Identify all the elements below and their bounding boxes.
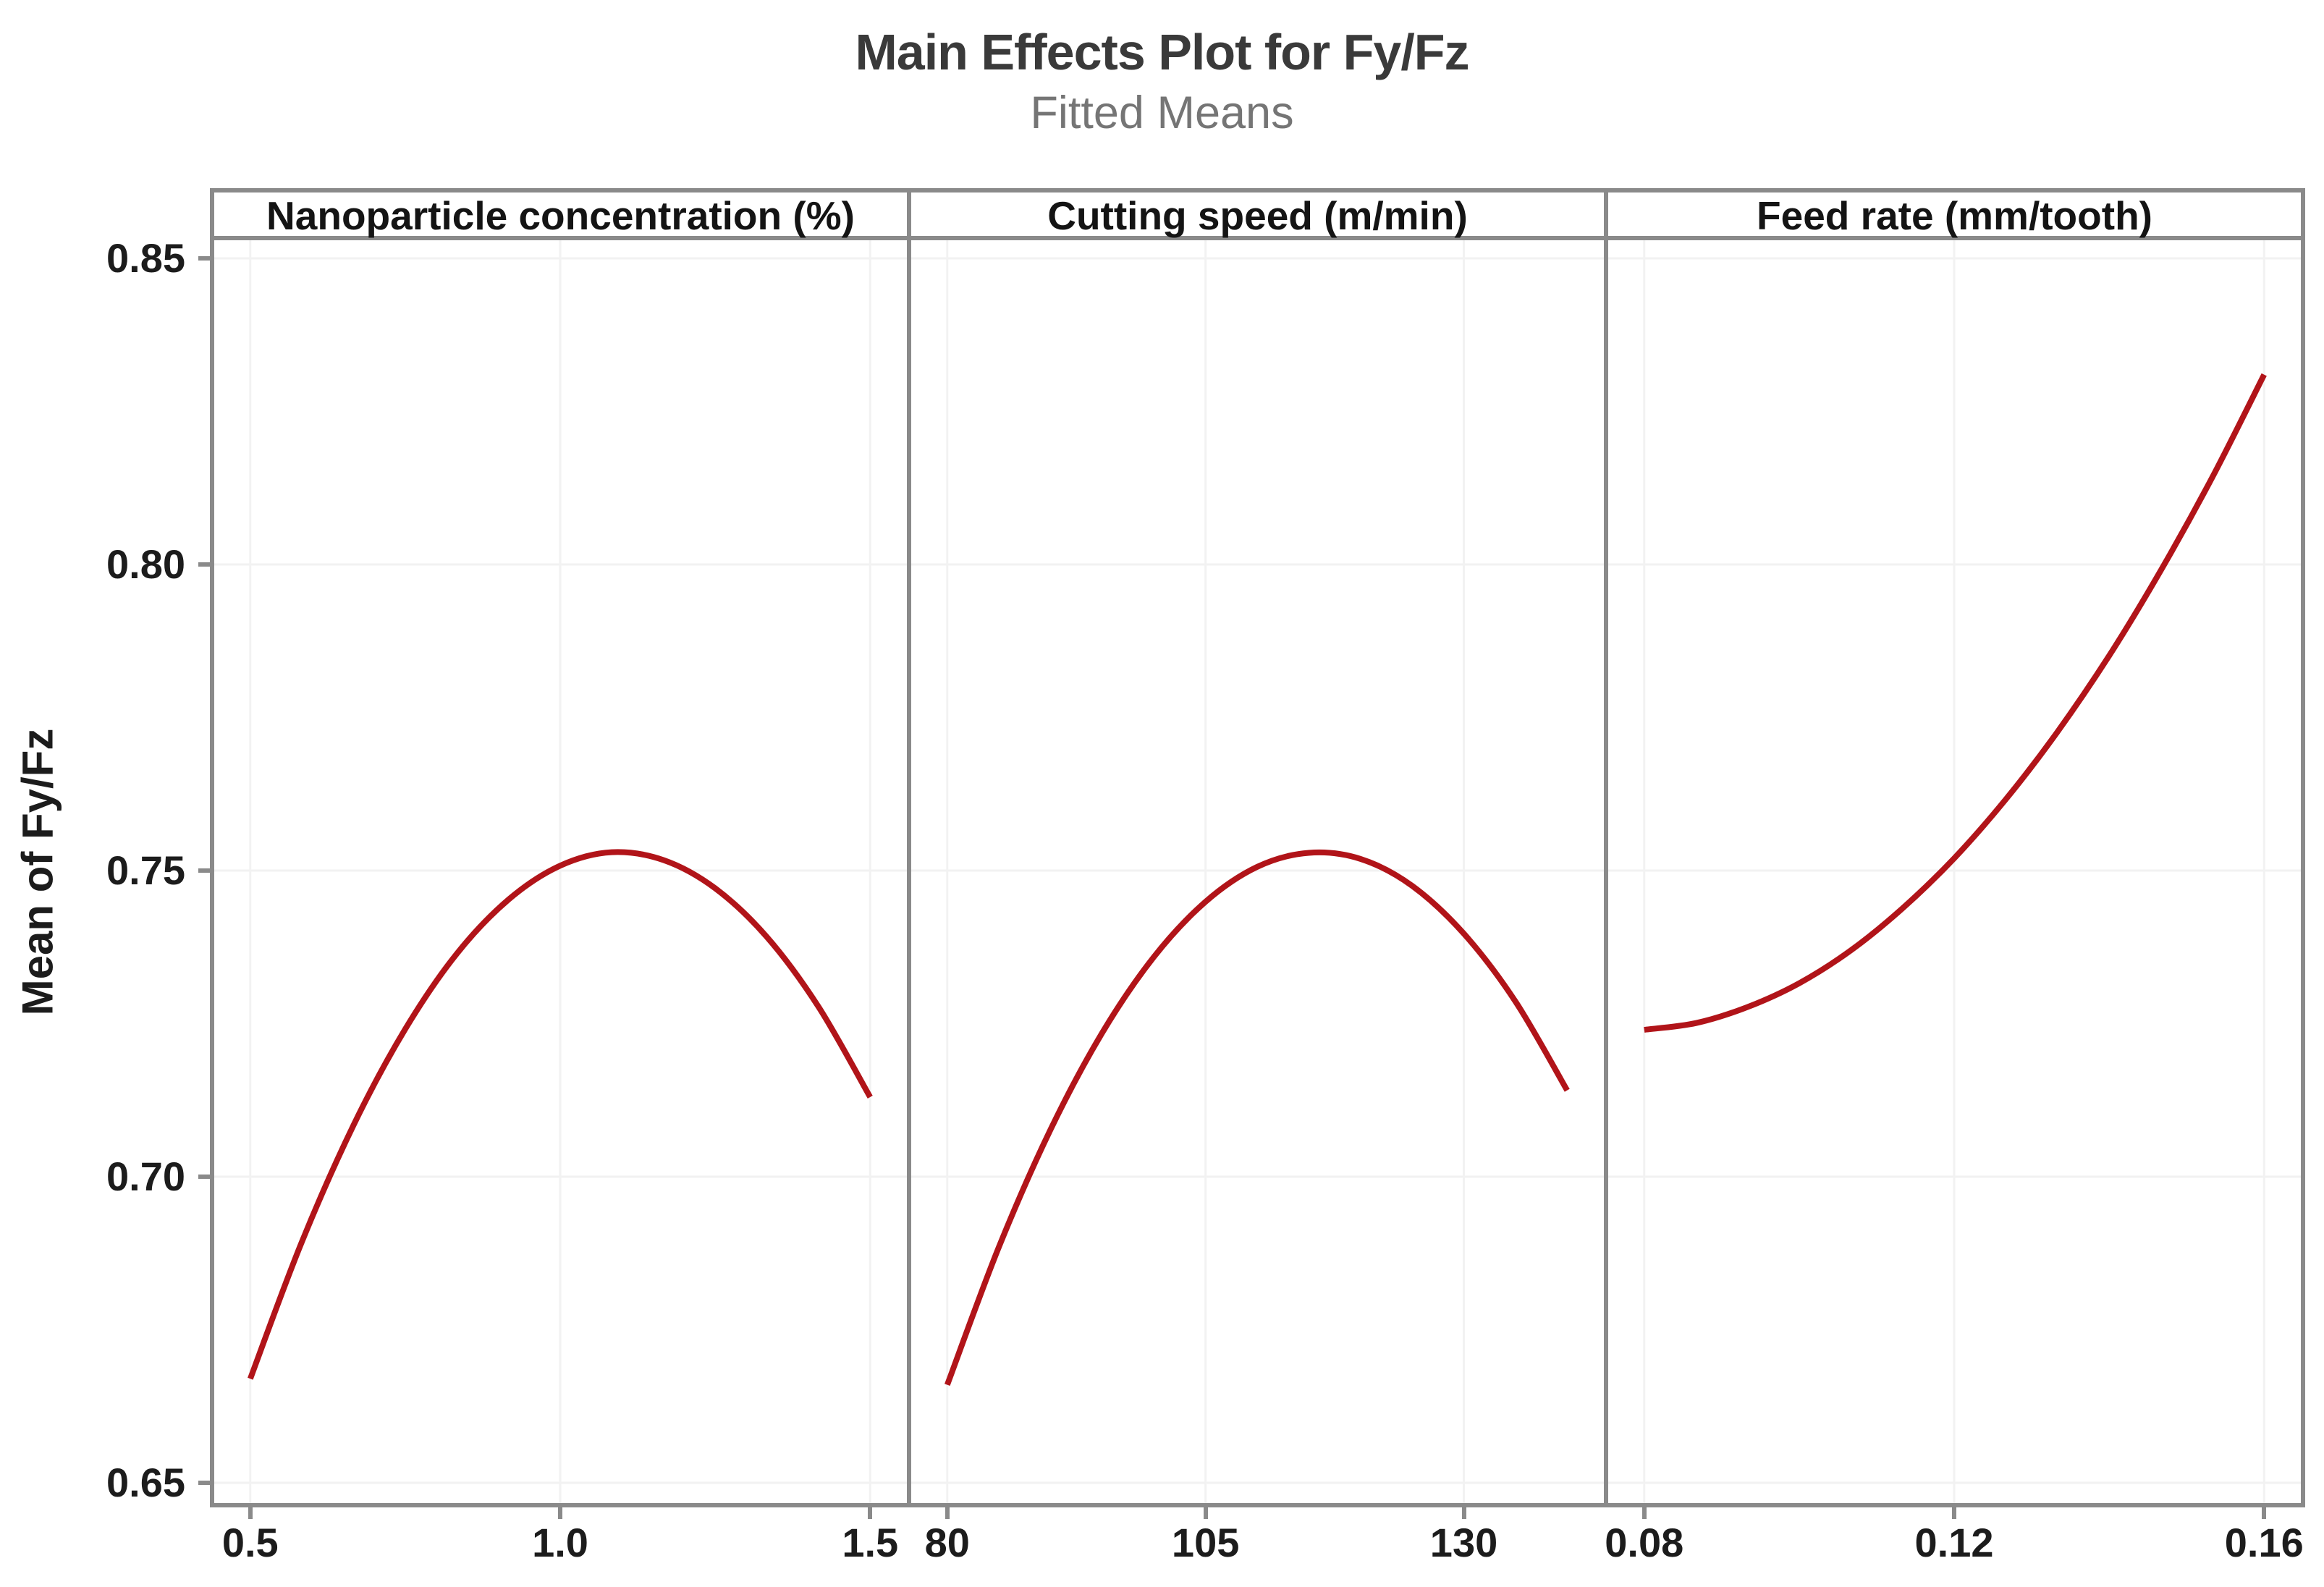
panel-column-1: Nanoparticle concentration (%) xyxy=(214,192,907,1503)
panel-column-2: Cutting speed (m/min) xyxy=(911,192,1604,1503)
panel-divider xyxy=(1604,192,1608,1503)
plot-frame: Nanoparticle concentration (%) Cutting s… xyxy=(210,188,2305,1507)
x-tick-mark xyxy=(2262,1507,2267,1519)
panel-plot-nanoparticle-concentration xyxy=(214,240,907,1503)
x-tick-label: 105 xyxy=(1171,1520,1240,1565)
y-tick-label: 0.70 xyxy=(106,1154,185,1199)
x-tick-mark xyxy=(868,1507,873,1519)
y-tick-label: 0.80 xyxy=(106,541,185,587)
fitted-means-curve xyxy=(1644,373,2267,1033)
x-tick-label: 0.12 xyxy=(1914,1520,1994,1565)
x-tick-label: 0.08 xyxy=(1605,1520,1684,1565)
fitted-means-curve xyxy=(248,849,873,1380)
y-tick-mark xyxy=(198,562,210,567)
y-tick-mark xyxy=(198,868,210,873)
y-tick-mark xyxy=(198,256,210,261)
panel-plot-feed-rate xyxy=(1608,240,2301,1503)
x-tick-mark xyxy=(1952,1507,1957,1519)
x-tick-label: 130 xyxy=(1429,1520,1498,1565)
panel-column-3: Feed rate (mm/tooth) xyxy=(1608,192,2301,1503)
panel-header-nanoparticle-concentration: Nanoparticle concentration (%) xyxy=(214,192,907,240)
y-tick-mark xyxy=(198,1481,210,1485)
panel-divider xyxy=(907,192,911,1503)
panel-header-cutting-speed: Cutting speed (m/min) xyxy=(911,192,1604,240)
x-tick-mark xyxy=(248,1507,253,1519)
x-tick-label: 1.0 xyxy=(532,1520,588,1565)
panel-header-feed-rate: Feed rate (mm/tooth) xyxy=(1608,192,2301,240)
page-subtitle: Fitted Means xyxy=(1030,88,1294,138)
x-tick-label: 0.16 xyxy=(2224,1520,2304,1565)
x-tick-mark xyxy=(945,1507,950,1519)
y-tick-label: 0.65 xyxy=(106,1460,185,1505)
y-tick-label: 0.75 xyxy=(106,847,185,893)
x-tick-label: 1.5 xyxy=(842,1520,899,1565)
x-tick-mark xyxy=(1203,1507,1208,1519)
x-tick-label: 80 xyxy=(924,1520,970,1565)
y-tick-label: 0.85 xyxy=(106,235,185,281)
x-tick-label: 0.5 xyxy=(221,1520,279,1565)
x-tick-mark xyxy=(558,1507,563,1519)
fitted-means-curve xyxy=(945,849,1570,1387)
x-tick-mark xyxy=(1641,1507,1647,1519)
panel-plot-cutting-speed xyxy=(911,240,1604,1503)
x-tick-mark xyxy=(1461,1507,1466,1519)
y-tick-mark xyxy=(198,1175,210,1179)
page-title: Main Effects Plot for Fy/Fz xyxy=(855,24,1469,80)
